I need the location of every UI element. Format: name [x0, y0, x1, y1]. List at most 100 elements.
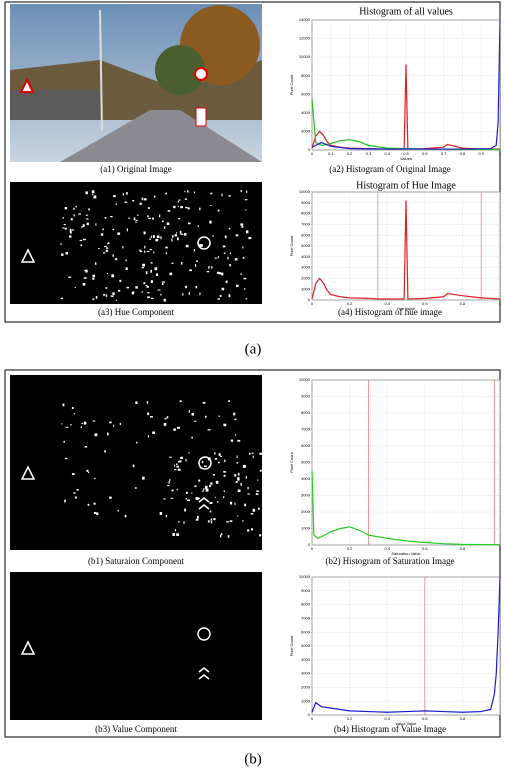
speckle [87, 471, 90, 473]
speckle [195, 285, 198, 289]
speckle [185, 458, 187, 462]
speckle [223, 470, 226, 473]
y-tick-label: 8000 [301, 410, 311, 415]
histogram-line [311, 576, 501, 713]
caption: (a3) Hue Component [98, 307, 174, 317]
speckle [212, 473, 215, 476]
speckle [228, 400, 230, 402]
speckle [80, 426, 82, 428]
speckle [122, 246, 124, 249]
y-tick-label: 14000 [299, 17, 311, 22]
speckle [110, 295, 112, 297]
speckle [235, 434, 237, 436]
speckle [163, 298, 166, 302]
speckle [180, 206, 184, 209]
speckle [245, 298, 248, 300]
speckle [126, 192, 128, 195]
y-axis-label: Pixel Count [289, 235, 294, 256]
speckle [205, 488, 209, 492]
histogram-title: Histogram of Hue Image [356, 180, 456, 191]
x-tick-label: 1 [499, 716, 502, 721]
speckle [199, 467, 202, 469]
x-tick-label: 0 [311, 151, 314, 156]
speckle [60, 253, 64, 256]
x-tick-label: 0.7 [441, 151, 447, 156]
speckle [198, 479, 201, 482]
y-tick-label: 12000 [299, 36, 311, 41]
y-tick-label: 8000 [301, 602, 311, 607]
speckle [69, 230, 72, 234]
speckle [209, 510, 212, 513]
speckle [115, 203, 117, 205]
speckle [62, 227, 65, 229]
speckle [259, 469, 262, 472]
speckle [168, 481, 170, 484]
speckle [242, 519, 244, 522]
x-tick-label: 0.4 [384, 546, 390, 551]
y-tick-label: 6000 [301, 629, 311, 634]
y-tick-label: 3000 [301, 493, 311, 498]
y-tick-label: 6000 [301, 232, 311, 237]
speckle [135, 221, 137, 224]
x-tick-label: 0 [311, 301, 314, 306]
speckle [125, 267, 128, 271]
speckle [250, 513, 254, 515]
speckle [87, 503, 90, 506]
x-axis-label: Value Value [396, 721, 418, 726]
speckle [106, 272, 109, 275]
original-image [10, 4, 262, 162]
speckle [60, 243, 62, 245]
speckle [119, 422, 121, 425]
speckle [246, 529, 250, 532]
speckle [221, 533, 223, 536]
speckle [236, 515, 239, 517]
speckle [180, 456, 183, 459]
y-tick-label: 1000 [301, 286, 311, 291]
speckle [175, 232, 178, 234]
x-tick-label: 0.8 [460, 546, 466, 551]
x-tick-label: 0.9 [478, 151, 484, 156]
speckle [153, 195, 156, 198]
y-tick-label: 10000 [299, 377, 311, 382]
speckle [82, 238, 86, 241]
speckle [157, 289, 161, 291]
x-tick-label: 0.4 [384, 151, 390, 156]
y-axis-label: Pixel Count [289, 74, 294, 95]
speckle [96, 512, 99, 515]
speckle [174, 234, 178, 237]
speckle [172, 533, 175, 537]
speckle [233, 412, 236, 416]
speckle [143, 282, 146, 285]
speckle [236, 462, 239, 464]
speckle [229, 501, 233, 505]
speckle [240, 190, 243, 192]
y-tick-label: 3000 [301, 265, 311, 270]
speckle [210, 520, 213, 524]
speckle [79, 239, 83, 242]
speckle [248, 452, 251, 455]
speckle [78, 213, 81, 215]
speckle [73, 207, 75, 210]
speckle [117, 232, 121, 235]
speckle [165, 252, 167, 255]
speckle [226, 521, 229, 523]
speckle [152, 217, 154, 220]
figure-label: (a) [245, 341, 262, 357]
speckle [219, 534, 222, 538]
speckle [184, 508, 187, 512]
speckle [132, 464, 135, 468]
speckle [73, 413, 76, 415]
x-tick-label: 0.3 [366, 151, 372, 156]
speckle [210, 192, 213, 195]
y-tick-label: 0 [308, 147, 311, 152]
speckle [144, 245, 146, 249]
speckle [62, 403, 65, 407]
speckle [147, 435, 150, 438]
y-tick-label: 5000 [301, 243, 311, 248]
speckle [243, 288, 246, 290]
speckle [110, 216, 113, 218]
speckle [177, 200, 179, 203]
speckle [147, 412, 150, 416]
speckle [235, 234, 239, 237]
speckle [92, 277, 95, 280]
